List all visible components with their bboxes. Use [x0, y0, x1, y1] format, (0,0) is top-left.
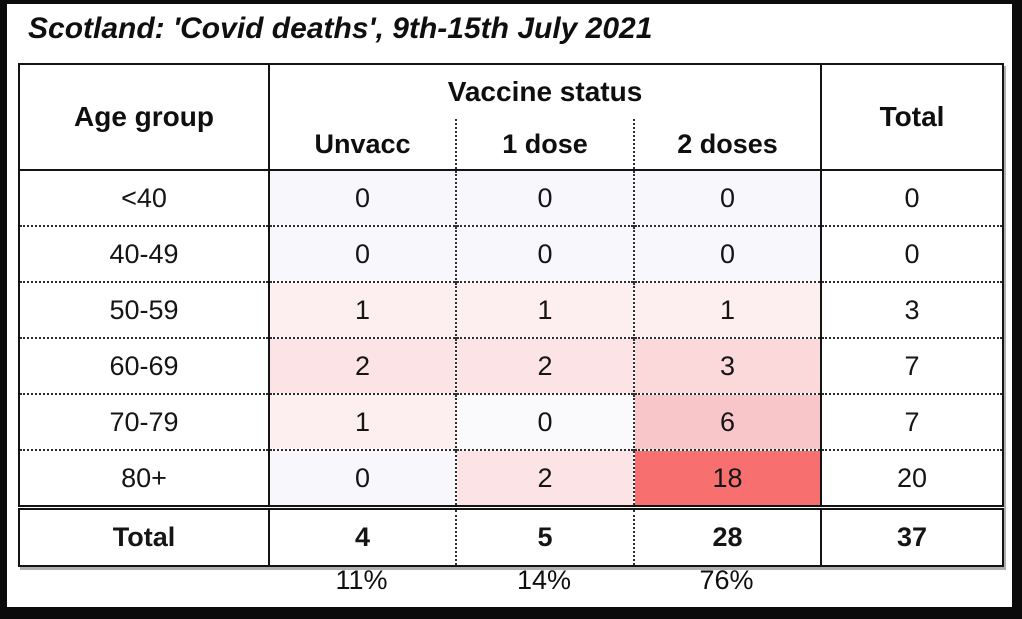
age-group-column-header: Age group [19, 64, 270, 170]
percentage-2-doses: 76% [699, 564, 754, 595]
row-total-cell: 0 [820, 225, 1004, 282]
table-row-50-59: 50-59 1 1 1 3 [19, 281, 1004, 338]
table-cell: 0 [632, 225, 822, 282]
row-total-cell: 3 [820, 281, 1004, 338]
age-group-label: <40 [19, 169, 270, 226]
table-cell: 3 [632, 337, 822, 394]
total-column-header: Total [820, 64, 1004, 170]
age-group-label: 40-49 [19, 225, 270, 282]
vaccine-status-group-header: Vaccine status [267, 64, 823, 119]
age-group-label: 70-79 [19, 393, 270, 450]
table-header-row-group: Age group Vaccine status Total [19, 64, 1004, 170]
age-group-label: 60-69 [19, 337, 270, 394]
table-cell: 2 [455, 337, 634, 394]
table-row-80-plus: 80+ 0 2 18 20 [19, 449, 1004, 508]
row-total-cell: 20 [820, 449, 1004, 508]
age-group-label: 50-59 [19, 281, 270, 338]
table-cell: 0 [632, 169, 822, 226]
total-2-doses-cell: 28 [632, 505, 822, 566]
table-cell: 0 [455, 169, 634, 226]
total-unvacc-cell: 4 [269, 505, 456, 566]
table-cell: 18 [632, 449, 822, 508]
table-cell: 2 [455, 449, 634, 508]
table-total-row: Total 4 5 28 37 [19, 505, 1004, 566]
table-cell: 0 [455, 393, 634, 450]
table-cell: 1 [269, 393, 456, 450]
row-total-cell: 7 [820, 393, 1004, 450]
table-cell: 0 [269, 225, 456, 282]
column-header-1-dose: 1 dose [455, 119, 634, 171]
page-title: Scotland: 'Covid deaths', 9th-15th July … [28, 12, 653, 45]
table-cell: 6 [632, 393, 822, 450]
slide-panel: Scotland: 'Covid deaths', 9th-15th July … [7, 4, 1012, 607]
table-row-60-69: 60-69 2 2 3 7 [19, 337, 1004, 394]
table-row-70-79: 70-79 1 0 6 7 [19, 393, 1004, 450]
table-row-40-49: 40-49 0 0 0 0 [19, 225, 1004, 282]
row-total-cell: 7 [820, 337, 1004, 394]
table-header-row-columns: Unvacc 1 dose 2 doses [19, 119, 1003, 171]
table-cell: 0 [269, 449, 456, 508]
table-cell: 1 [632, 281, 822, 338]
table-cell: 2 [269, 337, 456, 394]
column-header-2-doses: 2 doses [632, 119, 822, 171]
total-row-label: Total [19, 505, 270, 566]
grand-total-cell: 37 [820, 505, 1004, 566]
table-cell: 0 [269, 169, 456, 226]
covid-deaths-table: Age group Vaccine status Total Unvacc 1 … [18, 63, 1005, 567]
percentage-1-dose: 14% [516, 564, 572, 595]
percentage-unvacc: 11% [335, 564, 388, 595]
table-cell: 1 [455, 281, 634, 338]
table-row-under-40: <40 0 0 0 0 [19, 169, 1004, 226]
column-percentages-row: 11% 14% 76% [18, 560, 1002, 600]
table-cell: 0 [455, 225, 634, 282]
table-cell: 1 [269, 281, 456, 338]
column-header-unvacc: Unvacc [269, 119, 456, 171]
total-1-dose-cell: 5 [455, 505, 634, 566]
row-total-cell: 0 [820, 169, 1004, 226]
age-group-label: 80+ [19, 449, 270, 508]
